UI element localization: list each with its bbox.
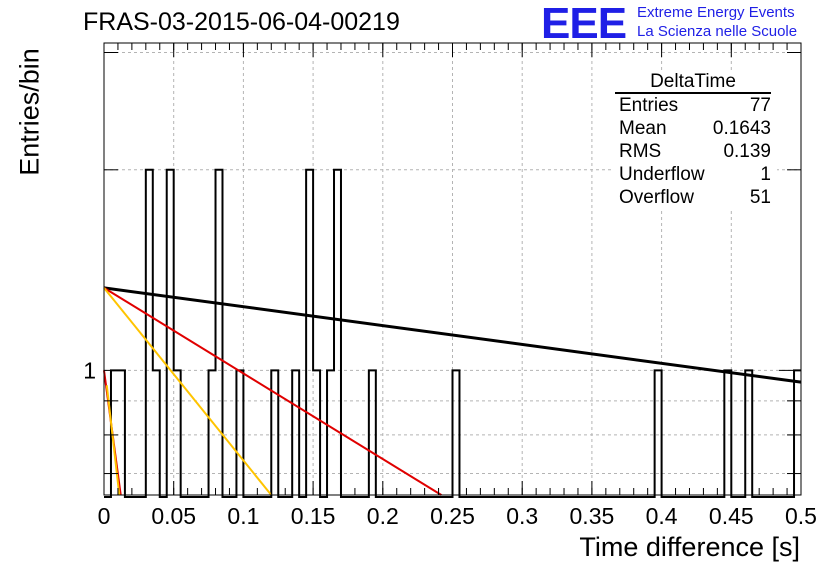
x-tick-label: 0.05: [151, 503, 196, 529]
fit-line: [105, 385, 121, 496]
x-tick-label: 0.15: [291, 503, 336, 529]
fit-line: [103, 286, 802, 384]
stats-row: Overflow 51: [611, 186, 777, 209]
stats-value: 0.139: [723, 141, 771, 162]
tick-labels: 0 0.05 0.1 0.15 0.2 0.25 0.3 0.35 0.4 0.45 0.5 1: [83, 357, 817, 529]
x-tick-label: 0: [98, 503, 111, 529]
x-tick-label: 0.1: [227, 503, 259, 529]
stats-label: Mean: [619, 118, 667, 139]
logo-line-2: La Scienza nelle Scuole: [637, 23, 798, 40]
stats-label: Entries: [619, 95, 679, 116]
x-tick-label: 0.2: [367, 503, 399, 529]
x-tick-label: 0.5: [785, 503, 817, 529]
x-tick-label: 0.3: [506, 503, 538, 529]
x-tick-label: 0.4: [646, 503, 678, 529]
fit-line: [103, 286, 442, 496]
stats-value: 1: [760, 164, 771, 185]
histogram-outline: [104, 168, 801, 498]
fit-line: [103, 287, 273, 496]
stats-title: DeltaTime: [615, 72, 771, 94]
fit-lines: [103, 286, 802, 496]
y-tick-label: 1: [83, 357, 96, 383]
axis-ticks: [103, 43, 802, 495]
stats-box: DeltaTime Entries 77 Mean 0.1643 RMS 0.139 …: [611, 72, 777, 209]
x-tick-label: 0.25: [430, 503, 475, 529]
plot-title: FRAS-03-2015-06-04-00219: [83, 8, 400, 36]
histogram-bars: [104, 168, 801, 498]
y-axis-label: Entries/bin: [14, 48, 45, 176]
stats-row: Entries 77: [611, 94, 777, 117]
stats-label: RMS: [619, 141, 662, 162]
stats-label: Underflow: [619, 164, 705, 185]
x-axis-label: Time difference [s]: [579, 532, 800, 562]
logo-line-1: Extreme Energy Events: [637, 4, 795, 21]
stats-row: Mean 0.1643: [611, 117, 777, 140]
stats-row: Underflow 1: [611, 163, 777, 186]
stats-label: Overflow: [619, 187, 694, 208]
eee-logo: EEE: [541, 0, 627, 48]
stats-value: 0.1643: [712, 118, 771, 139]
stats-value: 77: [749, 95, 771, 116]
stats-row: RMS 0.139: [611, 140, 777, 163]
x-tick-label: 0.35: [570, 503, 615, 529]
x-tick-label: 0.45: [709, 503, 754, 529]
stats-value: 51: [749, 187, 771, 208]
